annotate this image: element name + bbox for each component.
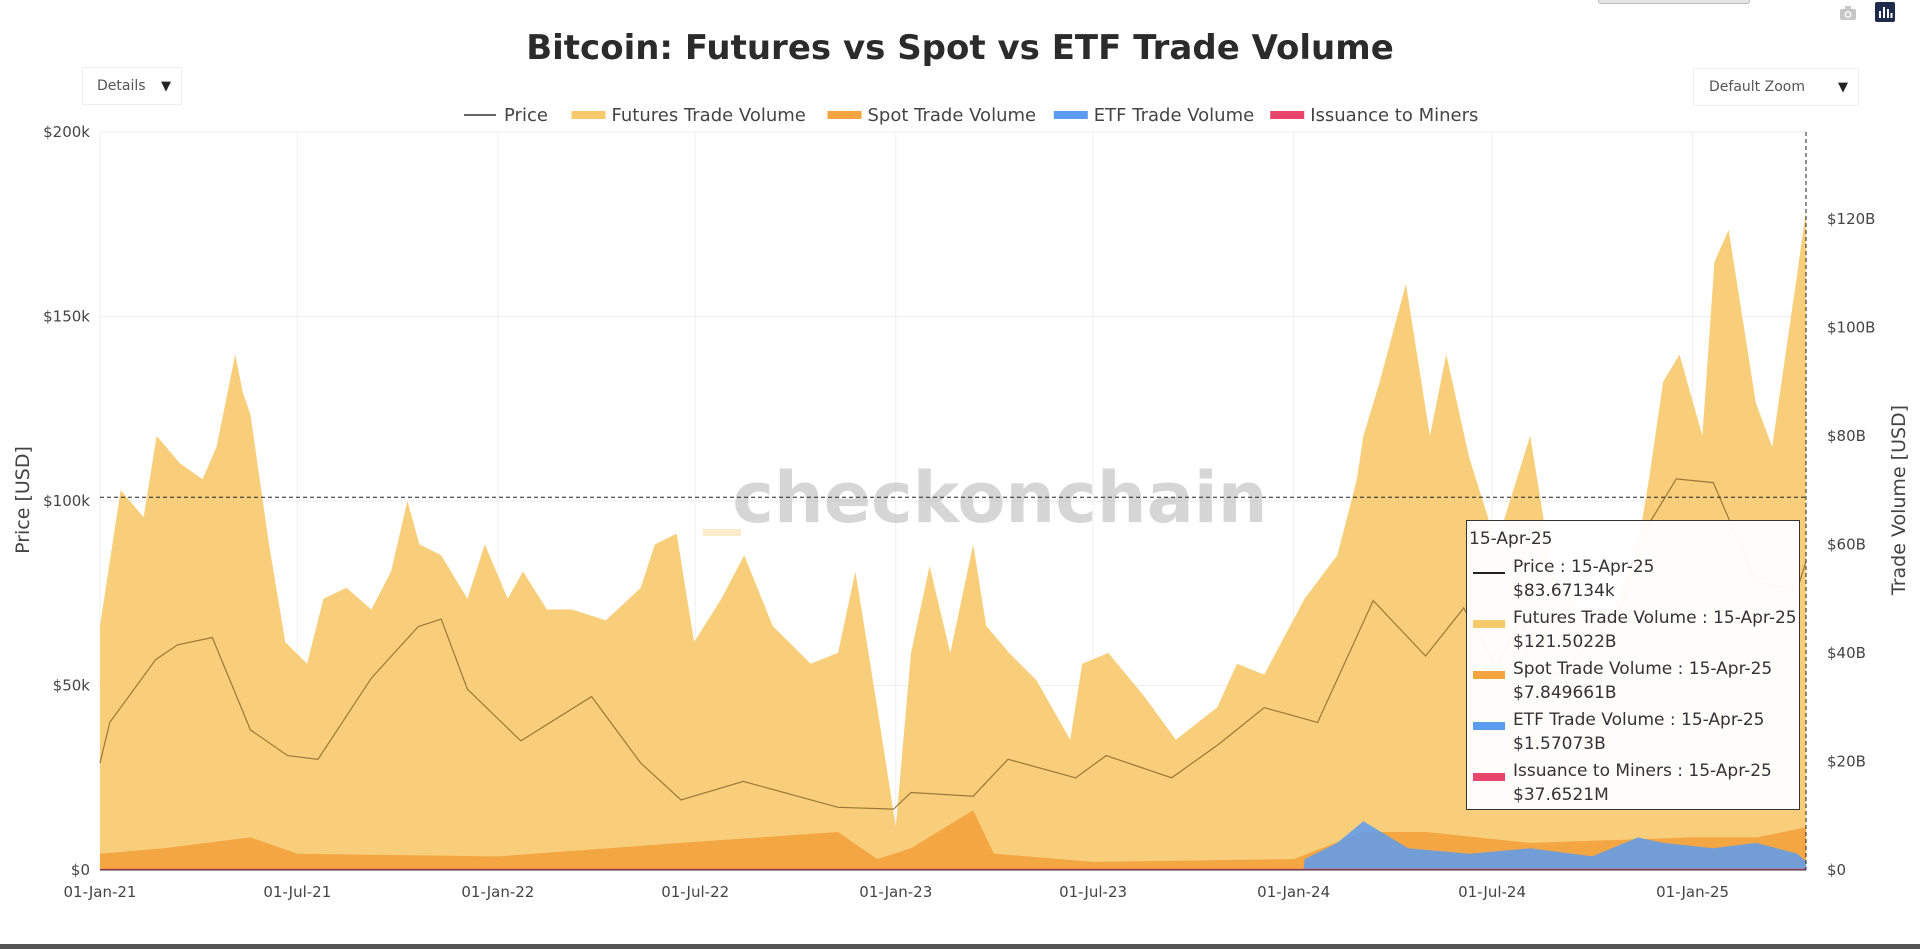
legend-swatch [827, 111, 862, 119]
y-left-tick-label: $100k [43, 492, 90, 510]
y-axis-label-left: Price [USD] [12, 446, 34, 554]
tooltip-text: Spot Trade Volume : 15-Apr-25 $7.849661B [1513, 657, 1772, 705]
x-tick-label: 01-Jan-22 [461, 883, 534, 901]
tooltip-swatch [1473, 620, 1505, 628]
y-right-tick-label: $100B [1827, 318, 1875, 336]
legend-ghost-swatch [703, 529, 741, 536]
details-dropdown[interactable]: Details ▼ [82, 67, 182, 105]
legend-label: Spot Trade Volume [868, 105, 1037, 126]
chart-title: Bitcoin: Futures vs Spot vs ETF Trade Vo… [526, 28, 1394, 68]
bottom-bar [0, 944, 1920, 949]
y-axis-label-right: Trade Volume [USD] [1888, 405, 1910, 596]
y-left-tick-label: $200k [43, 123, 90, 141]
details-label: Details [97, 78, 146, 94]
y-right-tick-label: $120B [1827, 210, 1875, 228]
zoom-label: Default Zoom [1709, 79, 1805, 95]
legend-swatch [1053, 111, 1088, 119]
crosshair [100, 132, 1807, 870]
x-tick-label: 01-Jul-24 [1458, 883, 1526, 901]
legend-label: Issuance to Miners [1310, 105, 1478, 126]
plotly-logo-icon[interactable] [1875, 2, 1895, 22]
tooltip-swatch [1473, 773, 1505, 781]
tooltip-series-label: ETF Trade Volume : 15-Apr-25 [1513, 710, 1765, 730]
tooltip-value: $121.5022B [1513, 632, 1617, 652]
legend-label: Futures Trade Volume [612, 105, 806, 126]
zoom-dropdown[interactable]: Default Zoom ▼ [1693, 68, 1859, 106]
toolbar-stub [1598, 0, 1750, 4]
tooltip-series-label: Futures Trade Volume : 15-Apr-25 [1513, 608, 1797, 628]
hover-tooltip: 15-Apr-25 Price : 15-Apr-25 $83.67134k Fut… [1466, 520, 1800, 810]
tooltip-swatch [1473, 722, 1505, 730]
chevron-down-icon: ▼ [1838, 79, 1848, 95]
legend-label: ETF Trade Volume [1094, 105, 1254, 126]
legend-swatch [1270, 111, 1305, 119]
y-left-tick-label: $50k [53, 677, 91, 695]
tick-labels: 01-Jan-21 01-Jul-21 01-Jan-22 01-Jul-22 01-J… [43, 123, 1875, 901]
tooltip-date: 15-Apr-25 [1469, 529, 1553, 549]
y-right-tick-label: $60B [1827, 535, 1866, 553]
y-right-tick-label: $80B [1827, 427, 1866, 445]
y-left-tick-label: $150k [43, 308, 90, 326]
tooltip-text: Futures Trade Volume : 15-Apr-25 $121.502… [1513, 606, 1797, 654]
tooltip-value: $1.57073B [1513, 734, 1606, 754]
y-right-tick-label: $0 [1827, 861, 1846, 879]
area-series [100, 210, 1806, 871]
legend-item[interactable]: Price [464, 105, 548, 126]
tooltip-series-label: Spot Trade Volume : 15-Apr-25 [1513, 659, 1773, 679]
y-left-tick-label: $0 [71, 861, 90, 879]
x-tick-label: 01-Jan-24 [1257, 883, 1330, 901]
watermark: checkonchain [732, 457, 1267, 539]
legend-item[interactable]: ETF Trade Volume [1053, 105, 1254, 126]
x-tick-label: 01-Jul-23 [1059, 883, 1127, 901]
area-etf-trade-volume [100, 821, 1806, 870]
x-tick-label: 01-Jan-23 [859, 883, 932, 901]
tooltip-text: ETF Trade Volume : 15-Apr-25 $1.57073B [1513, 708, 1765, 756]
legend-label: Price [504, 105, 548, 126]
area-futures-trade-volume [100, 210, 1806, 870]
tooltip-value: $83.67134k [1513, 581, 1615, 601]
tooltip-series-label: Price : 15-Apr-25 [1513, 557, 1655, 577]
camera-icon[interactable] [1838, 3, 1858, 23]
x-tick-label: 01-Jan-25 [1656, 883, 1729, 901]
y-right-tick-label: $40B [1827, 644, 1866, 662]
legend-item[interactable]: Issuance to Miners [1270, 105, 1478, 126]
tooltip-value: $37.6521M [1513, 785, 1609, 805]
tooltip-swatch [1473, 572, 1505, 574]
legend: Price Futures Trade Volume Spot Trade Volu… [464, 105, 1478, 126]
x-tick-label: 01-Jan-21 [64, 883, 137, 901]
tooltip-text: Issuance to Miners : 15-Apr-25 $37.6521M [1513, 759, 1772, 807]
tooltip-value: $7.849661B [1513, 683, 1617, 703]
y-right-tick-label: $20B [1827, 752, 1866, 770]
x-tick-label: 01-Jul-21 [263, 883, 331, 901]
tooltip-series-label: Issuance to Miners : 15-Apr-25 [1513, 761, 1772, 781]
chevron-down-icon: ▼ [161, 78, 171, 94]
legend-item[interactable]: Spot Trade Volume [827, 105, 1037, 126]
tooltip-swatch [1473, 671, 1505, 679]
tooltip-text: Price : 15-Apr-25 $83.67134k [1513, 555, 1655, 603]
legend-swatch [571, 111, 606, 119]
x-tick-label: 01-Jul-22 [661, 883, 729, 901]
legend-item[interactable]: Futures Trade Volume [571, 105, 806, 126]
